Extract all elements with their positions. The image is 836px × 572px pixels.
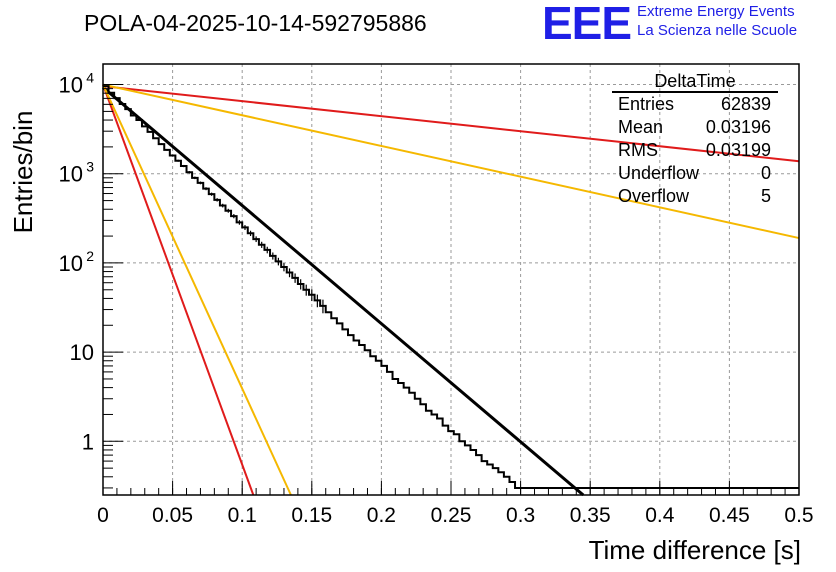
chart-title: POLA-04-2025-10-14-592795886	[84, 10, 427, 36]
x-tick-label: 0	[97, 504, 109, 527]
y-tick-exponent: 3	[86, 159, 94, 175]
logo-line-2: La Scienza nelle Scuole	[637, 22, 798, 39]
stats-row-mean: Mean 0.03196	[612, 116, 778, 139]
stats-label: Mean	[618, 117, 664, 137]
series-orange-slow	[102, 83, 800, 240]
stats-value: 0.03199	[705, 140, 771, 160]
x-tick-label: 0.5	[784, 504, 813, 527]
x-axis: 0 0.05 0.1 0.15 0.2 0.25 0.3 0.35 0.4 0.45 0.5	[97, 481, 814, 527]
stats-title: DeltaTime	[612, 71, 778, 93]
x-tick-label: 0.15	[291, 504, 332, 527]
x-tick-label: 0.3	[506, 504, 535, 527]
histogram-layer	[103, 85, 799, 489]
histogram-outline	[103, 85, 799, 489]
x-tick-label: 0.2	[367, 504, 396, 527]
y-axis-label: Entries/bin	[8, 111, 38, 234]
stats-value: 5	[760, 186, 771, 206]
stats-row-underflow: Underflow 0	[612, 162, 778, 185]
y-tick-label: 10	[59, 162, 83, 187]
y-tick-label: 10	[59, 251, 83, 276]
y-tick-exponent: 2	[86, 248, 94, 264]
x-tick-label: 0.45	[709, 504, 750, 527]
x-tick-label: 0.25	[431, 504, 472, 527]
series-orange-fast	[102, 84, 292, 496]
y-tick-label: 10	[59, 73, 83, 98]
series-red-slow	[102, 85, 800, 163]
stats-value: 62839	[720, 94, 771, 114]
stats-row-entries: Entries 62839	[612, 93, 778, 116]
y-tick-exponent: 4	[86, 70, 94, 86]
grid	[103, 64, 799, 495]
stats-label: Underflow	[618, 163, 700, 183]
stats-row-rms: RMS 0.03199	[612, 139, 778, 162]
eee-logo: EEE	[542, 0, 632, 49]
x-tick-label: 0.35	[570, 504, 611, 527]
y-tick-label: 1	[82, 429, 94, 454]
x-tick-label: 0.1	[228, 504, 257, 527]
series-layer	[102, 83, 800, 497]
stats-value: 0	[760, 163, 771, 183]
stats-label: Entries	[618, 94, 675, 114]
x-tick-label: 0.4	[645, 504, 675, 527]
series-red-fast	[102, 84, 255, 496]
stats-row-overflow: Overflow 5	[612, 185, 778, 208]
x-axis-label: Time difference [s]	[589, 535, 801, 565]
stats-label: RMS	[618, 140, 658, 160]
logo-line-1: Extreme Energy Events	[637, 3, 795, 20]
series-fit	[102, 86, 585, 497]
y-tick-label: 10	[70, 340, 94, 365]
stats-label: Overflow	[618, 186, 690, 206]
stats-value: 0.03196	[705, 117, 771, 137]
stats-box: DeltaTime Entries 62839 Mean 0.03196 RMS 0.…	[612, 71, 778, 208]
x-tick-label: 0.05	[152, 504, 193, 527]
